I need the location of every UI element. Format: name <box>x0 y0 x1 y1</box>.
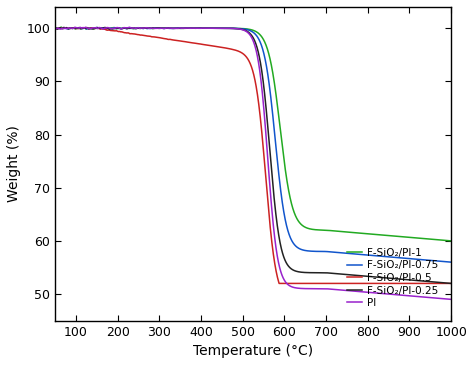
PI <box>204 26 210 30</box>
Y-axis label: Weight (%): Weight (%) <box>7 125 21 202</box>
F-SiO₂/PI-1 <box>221 26 227 30</box>
F-SiO₂/PI-0.5 <box>441 281 447 285</box>
PI <box>448 297 454 301</box>
F-SiO₂/PI-0.5 <box>98 27 103 31</box>
Line: F-SiO₂/PI-1: F-SiO₂/PI-1 <box>55 27 451 241</box>
F-SiO₂/PI-0.5 <box>204 43 210 47</box>
F-SiO₂/PI-0.5 <box>84 26 90 30</box>
F-SiO₂/PI-0.25 <box>204 26 210 30</box>
PI <box>53 26 58 31</box>
Line: F-SiO₂/PI-0.5: F-SiO₂/PI-0.5 <box>55 28 451 283</box>
F-SiO₂/PI-0.75 <box>441 259 447 264</box>
F-SiO₂/PI-1 <box>448 239 454 243</box>
Line: F-SiO₂/PI-0.25: F-SiO₂/PI-0.25 <box>55 27 451 283</box>
F-SiO₂/PI-0.25 <box>61 25 67 30</box>
F-SiO₂/PI-0.5 <box>53 27 58 31</box>
PI <box>127 25 132 30</box>
F-SiO₂/PI-1 <box>98 26 103 30</box>
F-SiO₂/PI-0.75 <box>204 26 210 30</box>
F-SiO₂/PI-1 <box>398 234 404 239</box>
Line: PI: PI <box>55 27 451 299</box>
F-SiO₂/PI-0.5 <box>448 281 454 285</box>
F-SiO₂/PI-0.5 <box>121 30 127 35</box>
F-SiO₂/PI-0.25 <box>53 26 58 30</box>
PI <box>398 293 404 297</box>
F-SiO₂/PI-0.75 <box>93 25 99 30</box>
PI <box>98 26 103 30</box>
PI <box>221 26 227 30</box>
F-SiO₂/PI-1 <box>204 26 210 30</box>
F-SiO₂/PI-0.25 <box>121 26 127 30</box>
F-SiO₂/PI-1 <box>441 238 447 242</box>
PI <box>441 296 447 301</box>
F-SiO₂/PI-0.75 <box>398 256 404 260</box>
F-SiO₂/PI-0.75 <box>221 26 227 30</box>
F-SiO₂/PI-0.25 <box>221 26 227 30</box>
F-SiO₂/PI-0.25 <box>398 277 404 281</box>
F-SiO₂/PI-0.75 <box>53 26 58 31</box>
F-SiO₂/PI-0.25 <box>441 281 447 285</box>
F-SiO₂/PI-0.75 <box>121 26 127 30</box>
F-SiO₂/PI-0.5 <box>276 281 282 285</box>
F-SiO₂/PI-0.75 <box>448 260 454 264</box>
Legend: F-SiO₂/PI-1, F-SiO₂/PI-0.75, F-SiO₂/PI-0.5, F-SiO₂/PI-0.25, PI: F-SiO₂/PI-1, F-SiO₂/PI-0.75, F-SiO₂/PI-0… <box>343 243 442 312</box>
X-axis label: Temperature (°C): Temperature (°C) <box>193 344 313 358</box>
F-SiO₂/PI-1 <box>58 25 64 29</box>
F-SiO₂/PI-0.25 <box>98 26 103 31</box>
PI <box>121 26 127 30</box>
F-SiO₂/PI-0.25 <box>448 281 454 285</box>
F-SiO₂/PI-0.5 <box>221 46 227 50</box>
F-SiO₂/PI-0.75 <box>98 26 103 31</box>
F-SiO₂/PI-1 <box>121 26 127 30</box>
Line: F-SiO₂/PI-0.75: F-SiO₂/PI-0.75 <box>55 27 451 262</box>
F-SiO₂/PI-1 <box>53 26 58 30</box>
F-SiO₂/PI-0.5 <box>398 281 404 285</box>
